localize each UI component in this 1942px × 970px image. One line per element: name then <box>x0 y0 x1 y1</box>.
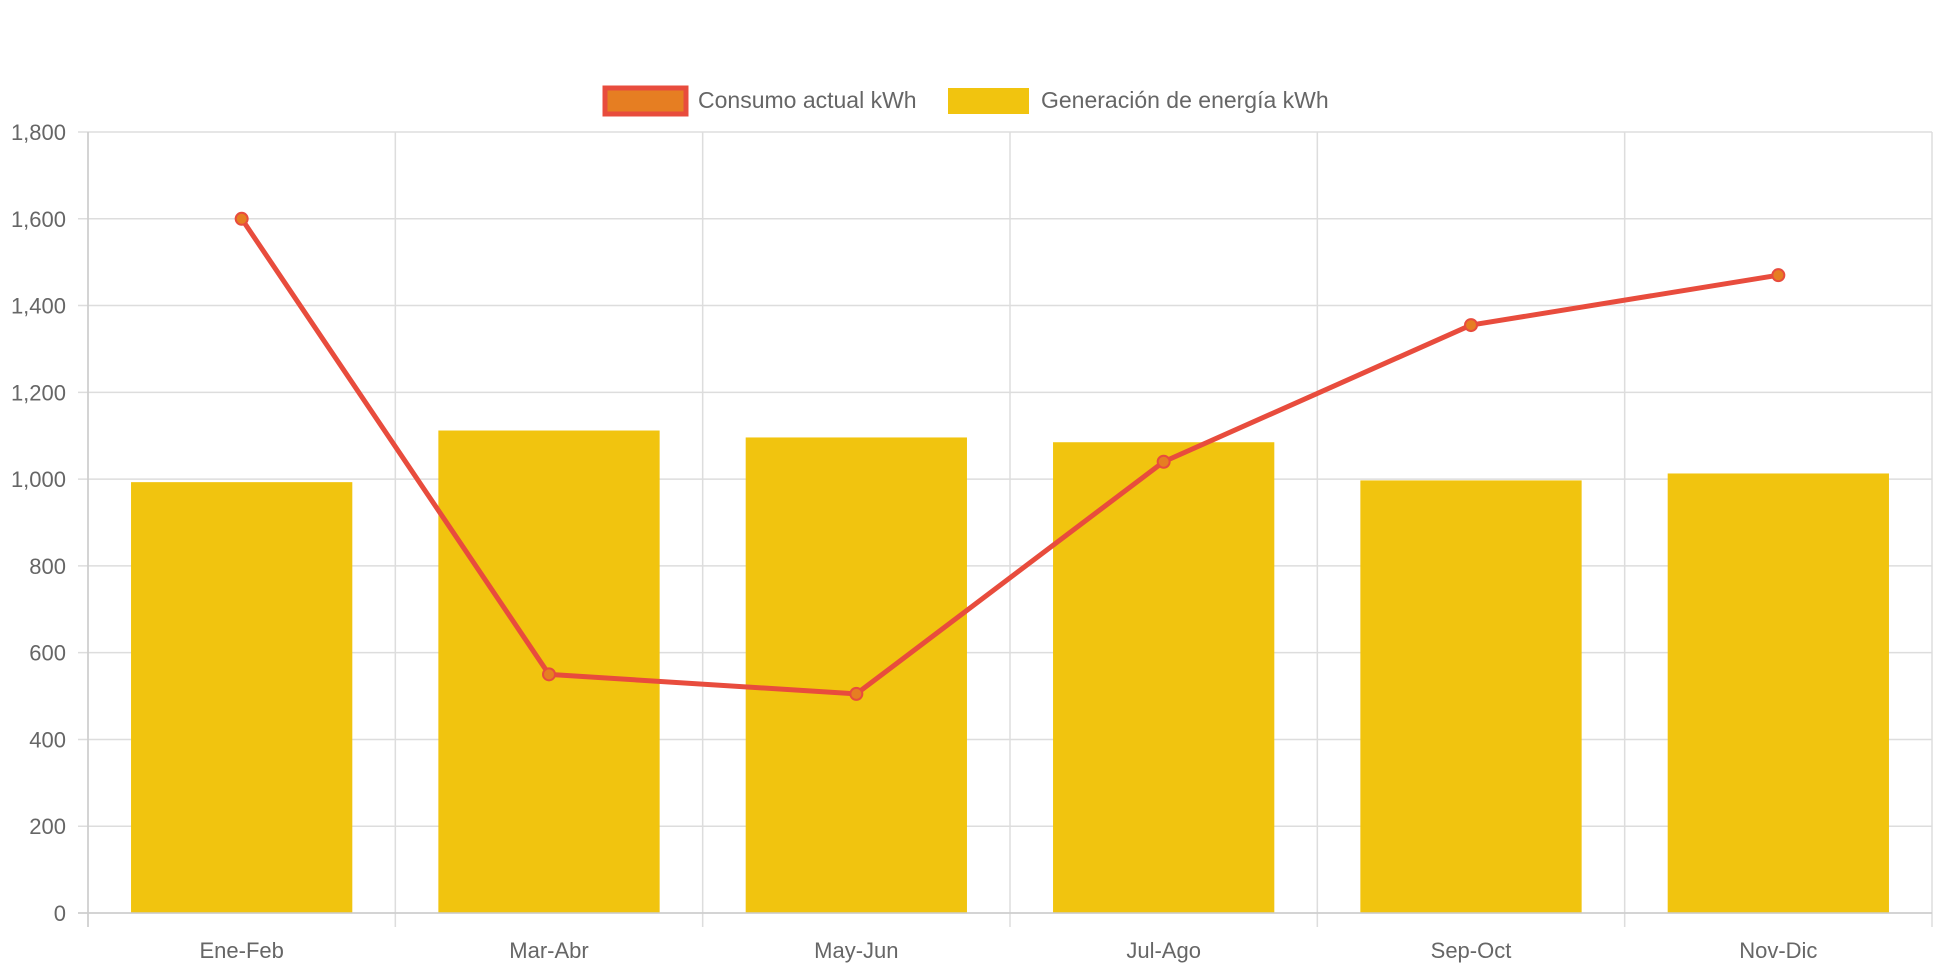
x-tick-label: Nov-Dic <box>1739 938 1817 963</box>
x-tick-label: Jul-Ago <box>1126 938 1201 963</box>
bar-series-generacion <box>131 430 1889 913</box>
legend-label-generacion: Generación de energía kWh <box>1041 87 1329 113</box>
line-point[interactable] <box>234 211 249 226</box>
y-tick-label: 400 <box>29 727 66 752</box>
legend-label-consumo: Consumo actual kWh <box>698 87 917 113</box>
x-tick-label: May-Jun <box>814 938 898 963</box>
y-tick-label: 1,200 <box>11 380 66 405</box>
bar[interactable] <box>131 482 353 913</box>
line-point[interactable] <box>542 667 556 682</box>
y-tick-label: 600 <box>29 641 66 666</box>
grid <box>78 131 1933 927</box>
line-point[interactable] <box>1771 268 1786 283</box>
y-tick-label: 1,800 <box>11 120 66 145</box>
bar[interactable] <box>1053 442 1275 913</box>
bar[interactable] <box>1360 480 1582 913</box>
line-series-consumo <box>234 211 1786 701</box>
legend-swatch-consumo <box>602 85 689 117</box>
line-point[interactable] <box>849 686 864 701</box>
bar[interactable] <box>745 437 967 913</box>
legend-swatch-generacion <box>948 88 1029 114</box>
y-tick-label: 0 <box>54 901 66 926</box>
y-tick-label: 1,600 <box>11 207 66 232</box>
y-tick-label: 1,000 <box>11 467 66 492</box>
series-line <box>239 217 1779 697</box>
x-tick-label: Sep-Oct <box>1431 938 1512 963</box>
legend: Consumo actual kWh Generación de energía… <box>602 85 1329 117</box>
legend-item-generacion[interactable]: Generación de energía kWh <box>948 87 1329 114</box>
y-tick-label: 200 <box>29 814 66 839</box>
line-point[interactable] <box>1156 454 1171 469</box>
y-tick-label: 800 <box>29 554 66 579</box>
y-tick-label: 1,400 <box>11 294 66 319</box>
x-tick-label: Mar-Abr <box>509 938 588 963</box>
line-point[interactable] <box>1464 318 1478 333</box>
legend-item-consumo[interactable]: Consumo actual kWh <box>602 85 917 117</box>
x-tick-label: Ene-Feb <box>199 938 283 963</box>
bar[interactable] <box>1667 473 1889 913</box>
y-axis: 0 200 400 600 800 1,000 1,200 1,400 1,600 1,800 <box>11 120 89 927</box>
x-axis: Ene-Feb Mar-Abr May-Jun Jul-Ago Sep-Oct Nov-D… <box>78 912 1932 963</box>
